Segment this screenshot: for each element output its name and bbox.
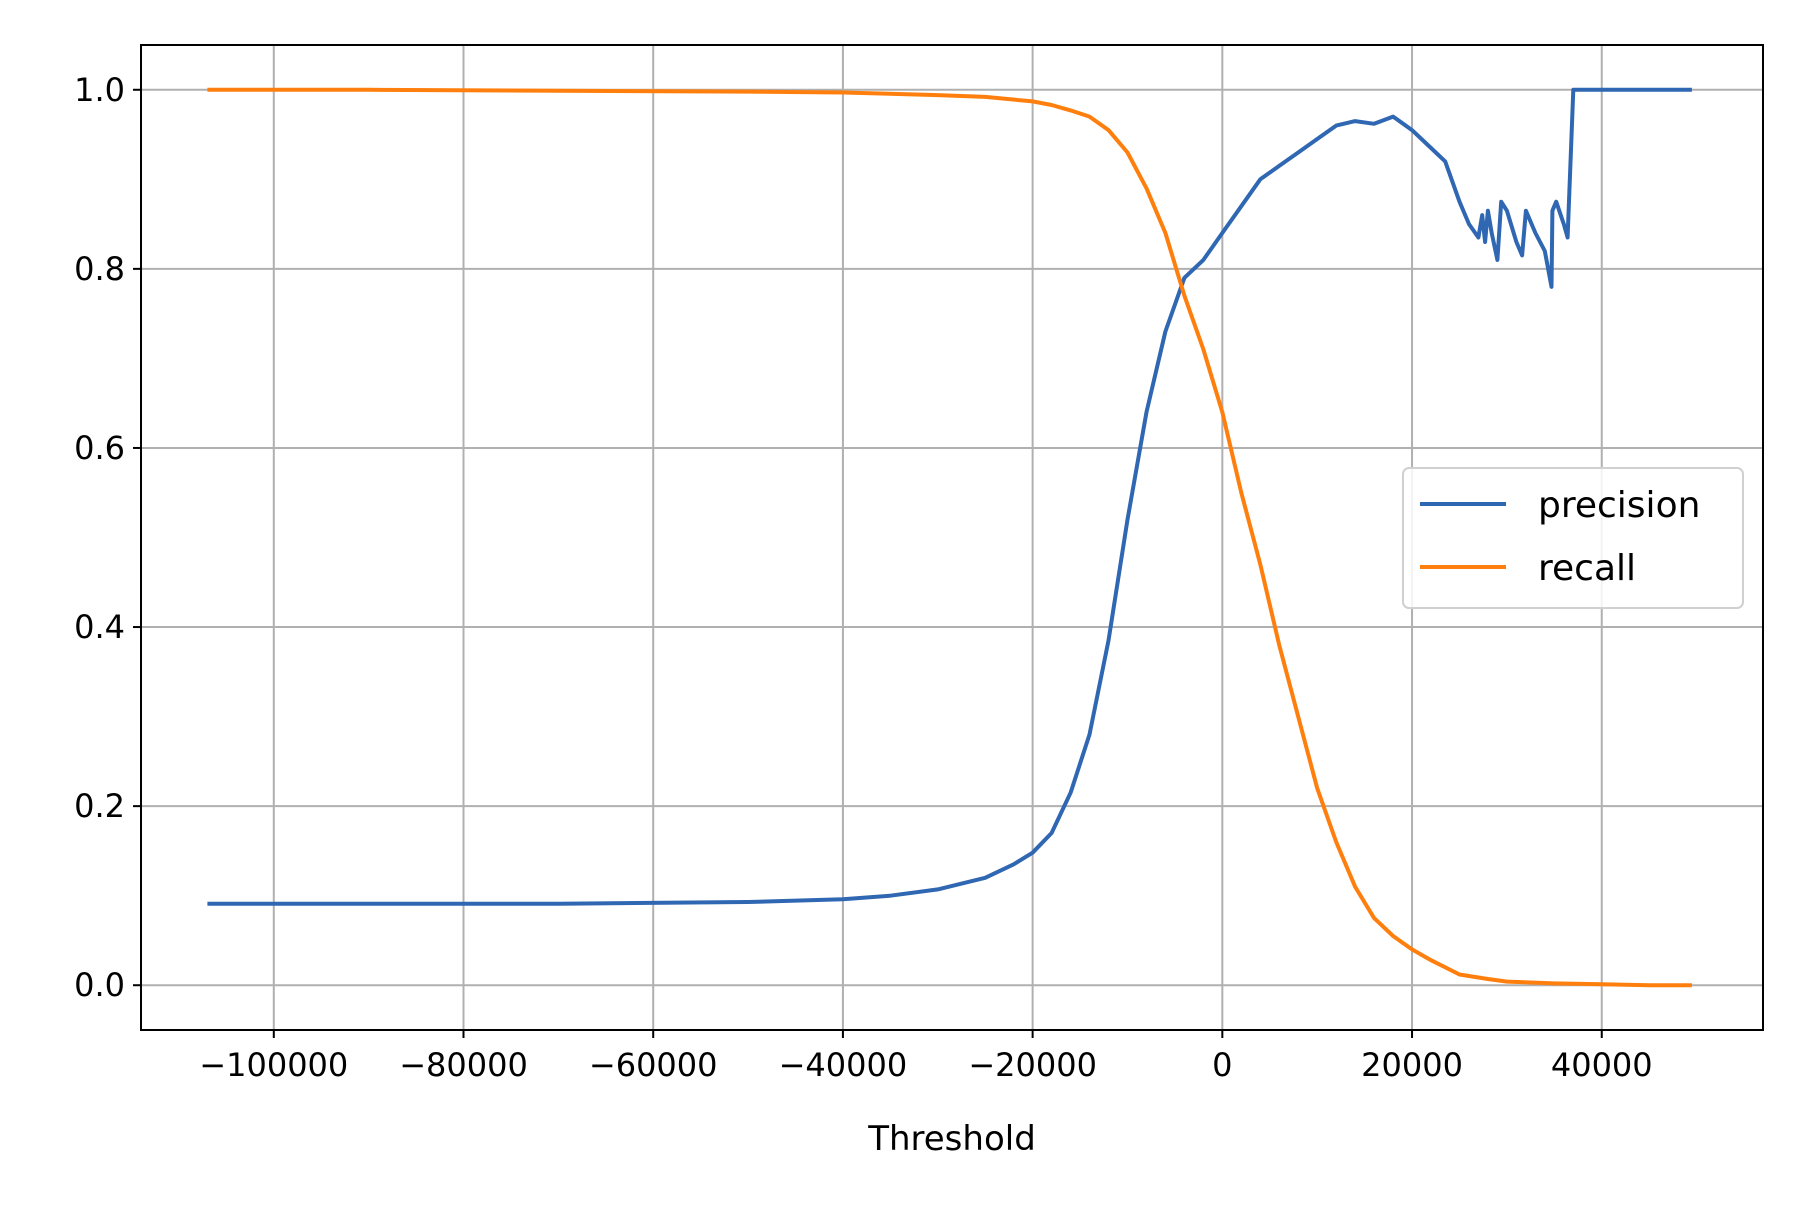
- recall-line: [207, 87, 1692, 988]
- x-tick-label: 20000: [1361, 1046, 1463, 1084]
- x-tick-label: 40000: [1551, 1046, 1653, 1084]
- x-tick-label: −40000: [779, 1046, 908, 1084]
- y-tick-label: 0.6: [74, 429, 125, 467]
- x-tick-label: 0: [1212, 1046, 1232, 1084]
- series-layer: [207, 87, 1692, 988]
- y-tick-label: 0.4: [74, 608, 125, 646]
- precision-line: [207, 87, 1692, 906]
- x-tick-label: −100000: [199, 1046, 348, 1084]
- legend-label-precision: precision: [1538, 485, 1700, 526]
- x-tick-label: −60000: [589, 1046, 718, 1084]
- y-tick-label: 1.0: [74, 71, 125, 109]
- legend-label-recall: recall: [1538, 548, 1636, 589]
- axis-ticks: −100000 −80000 −60000 −40000 −20000 0 20000 400…: [74, 71, 1653, 1084]
- x-tick-label: −20000: [968, 1046, 1097, 1084]
- y-tick-label: 0.0: [74, 966, 125, 1004]
- grid: [141, 45, 1763, 1030]
- plot-frame: [140, 44, 1764, 1031]
- legend: precision recall: [1402, 467, 1744, 609]
- y-tick-label: 0.8: [74, 250, 125, 288]
- x-axis-label: Threshold: [867, 1119, 1036, 1159]
- y-tick-label: 0.2: [74, 787, 125, 825]
- x-tick-label: −80000: [399, 1046, 528, 1084]
